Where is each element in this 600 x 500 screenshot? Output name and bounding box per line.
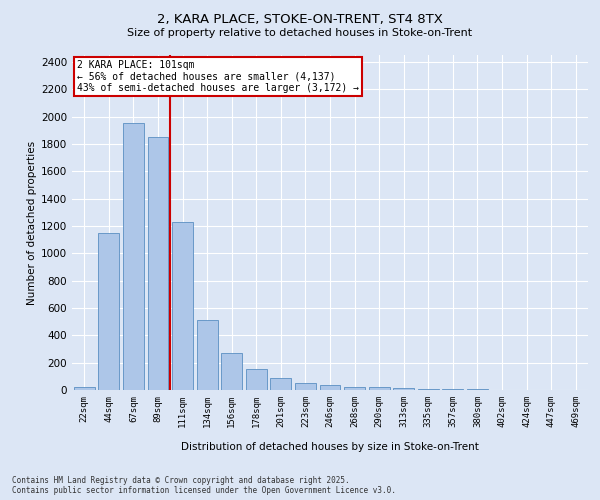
Text: Contains HM Land Registry data © Crown copyright and database right 2025.
Contai: Contains HM Land Registry data © Crown c…	[12, 476, 396, 495]
Text: 2 KARA PLACE: 101sqm
← 56% of detached houses are smaller (4,137)
43% of semi-de: 2 KARA PLACE: 101sqm ← 56% of detached h…	[77, 60, 359, 93]
Bar	[418, 389, 439, 390]
Y-axis label: Number of detached properties: Number of detached properties	[27, 140, 37, 304]
Bar	[393, 388, 414, 390]
Text: Size of property relative to detached houses in Stoke-on-Trent: Size of property relative to detached ho…	[127, 28, 473, 38]
Bar	[197, 320, 218, 390]
Text: Distribution of detached houses by size in Stoke-on-Trent: Distribution of detached houses by size …	[181, 442, 479, 452]
Bar	[246, 369, 267, 390]
Text: 2, KARA PLACE, STOKE-ON-TRENT, ST4 8TX: 2, KARA PLACE, STOKE-ON-TRENT, ST4 8TX	[157, 12, 443, 26]
Bar	[295, 383, 316, 390]
Bar	[148, 137, 169, 390]
Bar	[98, 233, 119, 390]
Bar	[74, 386, 95, 390]
Bar	[344, 386, 365, 390]
Bar	[221, 353, 242, 390]
Bar	[368, 388, 389, 390]
Bar	[271, 378, 292, 390]
Bar	[123, 124, 144, 390]
Bar	[320, 384, 340, 390]
Bar	[172, 222, 193, 390]
